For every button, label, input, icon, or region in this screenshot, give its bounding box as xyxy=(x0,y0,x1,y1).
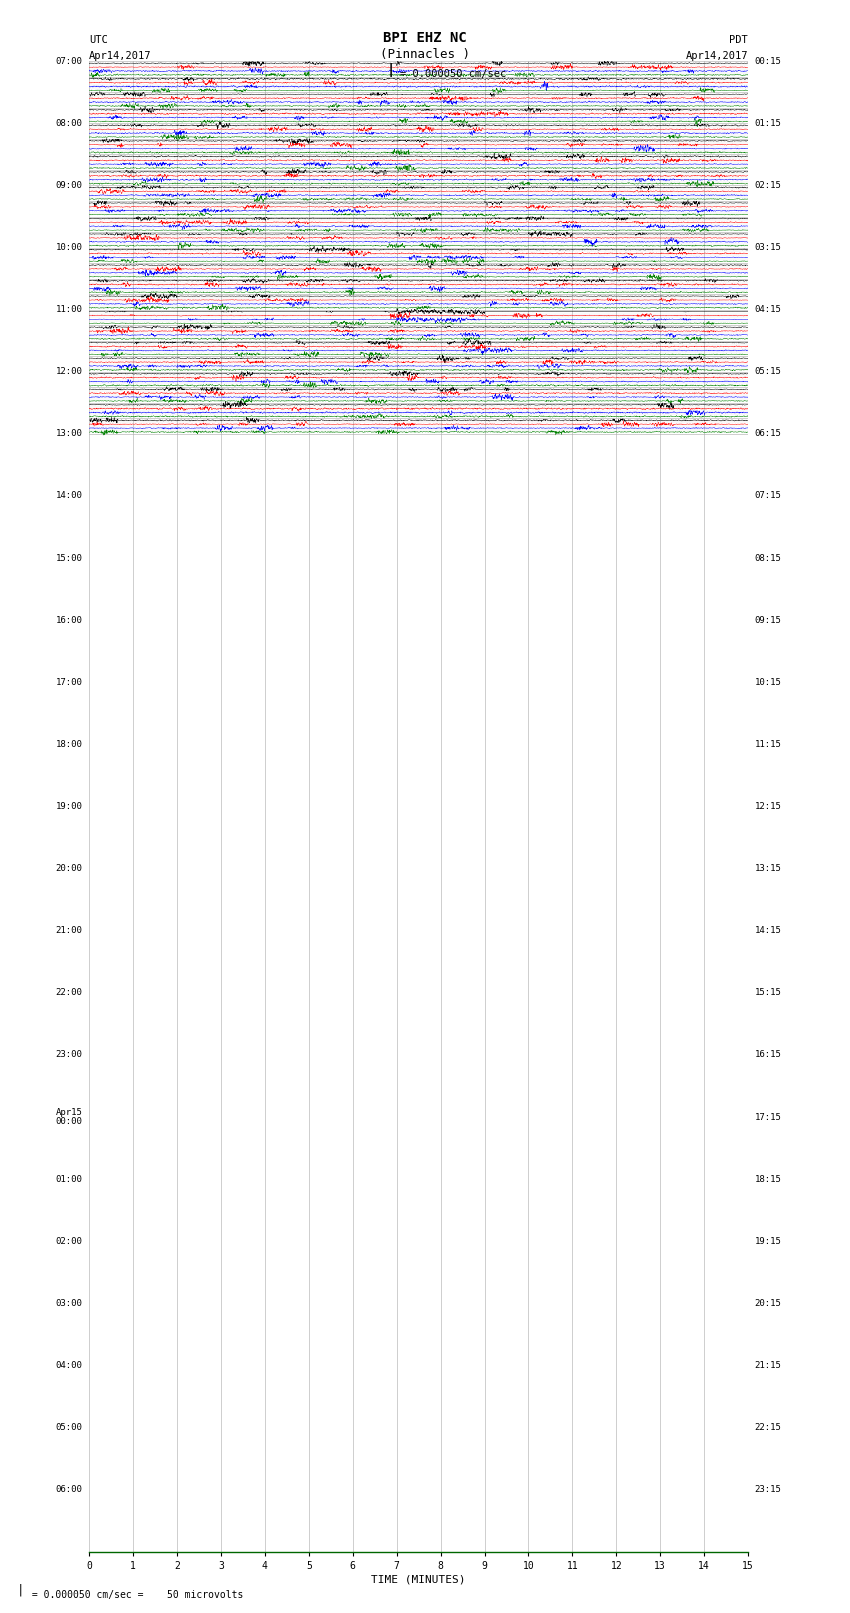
Text: 02:15: 02:15 xyxy=(755,181,781,190)
Text: 21:15: 21:15 xyxy=(755,1361,781,1369)
Text: 02:00: 02:00 xyxy=(56,1237,82,1245)
Text: Apr14,2017: Apr14,2017 xyxy=(685,52,748,61)
Text: 20:15: 20:15 xyxy=(755,1298,781,1308)
Text: 19:00: 19:00 xyxy=(56,802,82,811)
Text: 17:15: 17:15 xyxy=(755,1113,781,1121)
Text: 09:00: 09:00 xyxy=(56,181,82,190)
Text: |: | xyxy=(17,1584,25,1597)
Text: 03:15: 03:15 xyxy=(755,244,781,252)
Text: 23:15: 23:15 xyxy=(755,1486,781,1494)
Text: 01:00: 01:00 xyxy=(56,1174,82,1184)
Text: 16:15: 16:15 xyxy=(755,1050,781,1060)
Text: 12:15: 12:15 xyxy=(755,802,781,811)
Text: 18:00: 18:00 xyxy=(56,740,82,748)
Text: 08:00: 08:00 xyxy=(56,119,82,127)
Text: 10:00: 10:00 xyxy=(56,244,82,252)
Text: 15:00: 15:00 xyxy=(56,553,82,563)
Text: 21:00: 21:00 xyxy=(56,926,82,936)
Text: 04:00: 04:00 xyxy=(56,1361,82,1369)
Text: 11:00: 11:00 xyxy=(56,305,82,315)
Text: Apr15: Apr15 xyxy=(56,1108,82,1118)
Text: = 0.000050 cm/sec: = 0.000050 cm/sec xyxy=(400,69,506,79)
Text: 07:15: 07:15 xyxy=(755,492,781,500)
Text: 05:15: 05:15 xyxy=(755,368,781,376)
Text: 22:15: 22:15 xyxy=(755,1423,781,1432)
Text: 22:00: 22:00 xyxy=(56,989,82,997)
Text: 06:00: 06:00 xyxy=(56,1486,82,1494)
Text: 06:15: 06:15 xyxy=(755,429,781,439)
Text: 11:15: 11:15 xyxy=(755,740,781,748)
Text: (Pinnacles ): (Pinnacles ) xyxy=(380,48,470,61)
Text: 14:15: 14:15 xyxy=(755,926,781,936)
Text: 01:15: 01:15 xyxy=(755,119,781,127)
Text: 00:00: 00:00 xyxy=(56,1118,82,1126)
Text: 20:00: 20:00 xyxy=(56,865,82,873)
Text: 03:00: 03:00 xyxy=(56,1298,82,1308)
Text: 05:00: 05:00 xyxy=(56,1423,82,1432)
Text: 04:15: 04:15 xyxy=(755,305,781,315)
Text: 23:00: 23:00 xyxy=(56,1050,82,1060)
Text: 08:15: 08:15 xyxy=(755,553,781,563)
Text: 12:00: 12:00 xyxy=(56,368,82,376)
Text: 16:00: 16:00 xyxy=(56,616,82,624)
Text: 13:15: 13:15 xyxy=(755,865,781,873)
Text: 15:15: 15:15 xyxy=(755,989,781,997)
X-axis label: TIME (MINUTES): TIME (MINUTES) xyxy=(371,1574,466,1586)
Text: 07:00: 07:00 xyxy=(56,56,82,66)
Text: 00:15: 00:15 xyxy=(755,56,781,66)
Text: 19:15: 19:15 xyxy=(755,1237,781,1245)
Text: 14:00: 14:00 xyxy=(56,492,82,500)
Text: = 0.000050 cm/sec =    50 microvolts: = 0.000050 cm/sec = 50 microvolts xyxy=(26,1590,243,1600)
Text: BPI EHZ NC: BPI EHZ NC xyxy=(383,31,467,45)
Text: UTC: UTC xyxy=(89,35,108,45)
Text: |: | xyxy=(387,63,395,77)
Text: 13:00: 13:00 xyxy=(56,429,82,439)
Text: 17:00: 17:00 xyxy=(56,677,82,687)
Text: PDT: PDT xyxy=(729,35,748,45)
Text: 18:15: 18:15 xyxy=(755,1174,781,1184)
Text: Apr14,2017: Apr14,2017 xyxy=(89,52,152,61)
Text: 10:15: 10:15 xyxy=(755,677,781,687)
Text: 09:15: 09:15 xyxy=(755,616,781,624)
